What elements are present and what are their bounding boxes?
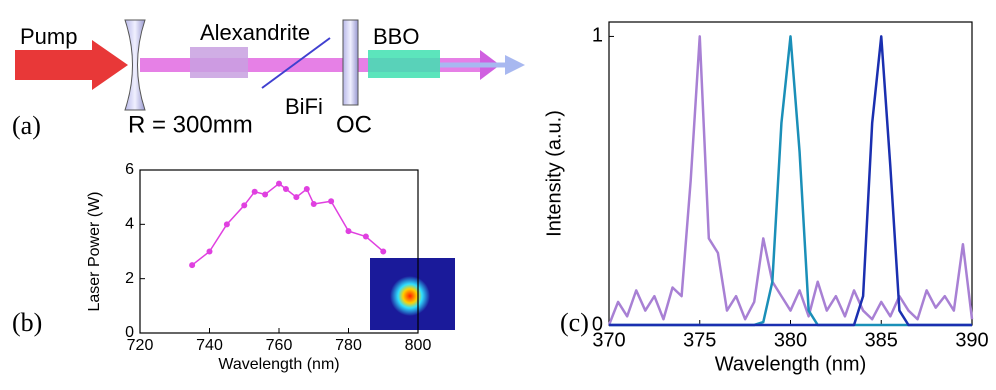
output-coupler bbox=[343, 20, 358, 105]
panel-label: (b) bbox=[12, 308, 42, 337]
panel-label: (a) bbox=[12, 111, 41, 140]
plot-frame bbox=[609, 22, 972, 325]
y-tick-label: 4 bbox=[125, 216, 134, 233]
crystal bbox=[190, 47, 248, 78]
figure: Pump Alexandrite BBO BiFi R = 300mm OC (… bbox=[0, 0, 996, 390]
data-point bbox=[293, 194, 299, 200]
bifi-label: BiFi bbox=[285, 94, 323, 119]
x-axis-title: Wavelength (nm) bbox=[715, 353, 867, 375]
beam-profile-inset bbox=[370, 258, 455, 330]
data-point bbox=[328, 198, 334, 204]
data-point bbox=[252, 189, 258, 195]
x-tick-label: 375 bbox=[683, 329, 716, 351]
pump-label: Pump bbox=[20, 24, 77, 49]
uv-head bbox=[505, 55, 525, 75]
panel-label: (c) bbox=[560, 308, 589, 337]
y-axis-title: Laser Power (W) bbox=[86, 191, 103, 311]
y-tick-label: 0 bbox=[592, 313, 603, 335]
data-point bbox=[224, 221, 230, 227]
y-axis-title: Intensity (a.u.) bbox=[543, 110, 565, 237]
data-line bbox=[609, 36, 972, 325]
data-point bbox=[363, 234, 369, 240]
x-tick-label: 760 bbox=[266, 337, 293, 354]
bbo-label: BBO bbox=[373, 24, 419, 49]
x-axis-title: Wavelength (nm) bbox=[218, 356, 339, 373]
x-tick-label: 800 bbox=[405, 337, 432, 354]
y-tick-label: 1 bbox=[592, 25, 603, 47]
data-point bbox=[304, 186, 310, 192]
data-point bbox=[207, 249, 213, 255]
data-point bbox=[262, 191, 268, 197]
mirror-label: R = 300mm bbox=[128, 111, 253, 138]
data-point bbox=[241, 202, 247, 208]
bbo-crystal bbox=[368, 50, 440, 78]
data-point bbox=[189, 262, 195, 268]
data-point bbox=[283, 186, 289, 192]
x-tick-label: 740 bbox=[196, 337, 223, 354]
x-tick-label: 380 bbox=[774, 329, 807, 351]
x-tick-label: 385 bbox=[865, 329, 898, 351]
data-line bbox=[609, 36, 972, 325]
data-point bbox=[276, 181, 282, 187]
oc-label: OC bbox=[336, 111, 372, 138]
x-tick-label: 780 bbox=[335, 337, 362, 354]
data-line bbox=[192, 184, 383, 266]
x-tick-label: 390 bbox=[955, 329, 988, 351]
data-line bbox=[609, 36, 972, 325]
data-point bbox=[380, 249, 386, 255]
y-tick-label: 0 bbox=[125, 324, 134, 341]
beam-spot bbox=[390, 276, 430, 316]
y-tick-label: 6 bbox=[125, 161, 134, 178]
data-point bbox=[346, 228, 352, 234]
crystal-label: Alexandrite bbox=[200, 20, 310, 45]
setup-diagram: Pump Alexandrite BBO BiFi R = 300mm OC (… bbox=[12, 20, 525, 140]
data-point bbox=[311, 201, 317, 207]
y-tick-label: 2 bbox=[125, 270, 134, 287]
